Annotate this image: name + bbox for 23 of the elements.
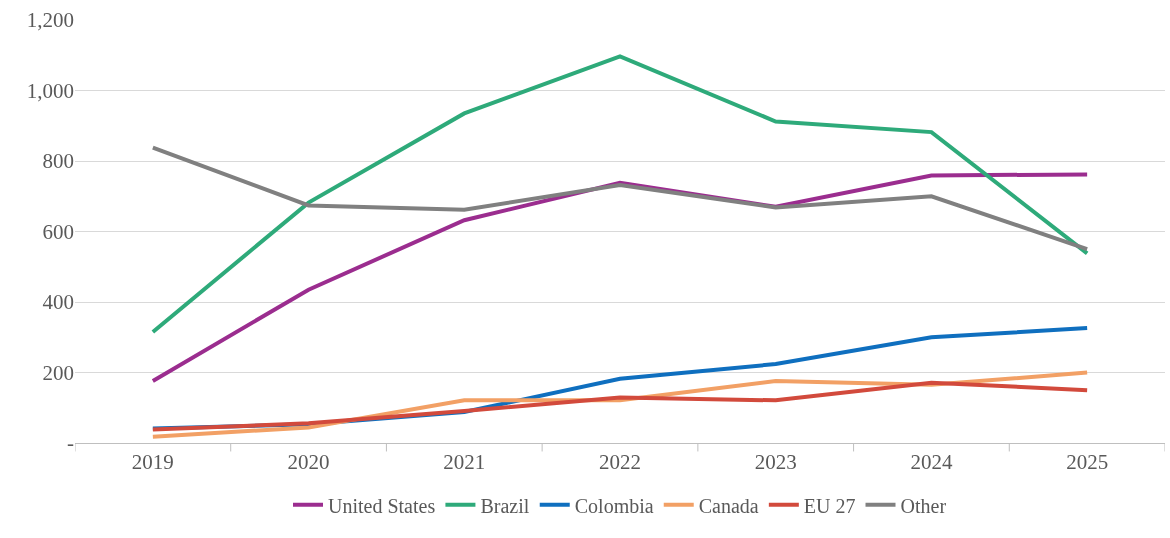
legend-label: Colombia — [574, 494, 654, 517]
line-series — [150, 380, 1090, 432]
y-tick-label: 1,200 — [26, 8, 74, 33]
x-tick-label: 2021 — [443, 450, 486, 475]
legend-label: EU 27 — [803, 494, 856, 517]
legend-label: United States — [328, 494, 436, 517]
y-tick-label: - — [67, 431, 74, 456]
legend-label: Other — [900, 494, 947, 517]
line-series — [150, 145, 1090, 252]
y-tick-label: 600 — [42, 219, 74, 244]
y-tick-label: 200 — [42, 360, 74, 385]
x-tick-label: 2020 — [287, 450, 330, 475]
x-tick-label: 2025 — [1066, 450, 1109, 475]
legend-label: Canada — [698, 494, 759, 517]
y-tick-label: 1,000 — [26, 78, 74, 103]
x-tick-label: 2022 — [599, 450, 641, 475]
x-tick-label: 2019 — [131, 450, 174, 475]
legend-label: Brazil — [480, 494, 530, 517]
x-tick-label: 2023 — [754, 450, 797, 475]
x-tick-label: 2024 — [910, 450, 953, 475]
y-tick-label: 400 — [42, 290, 74, 315]
line-series — [150, 54, 1090, 334]
y-tick-label: 800 — [42, 149, 74, 174]
